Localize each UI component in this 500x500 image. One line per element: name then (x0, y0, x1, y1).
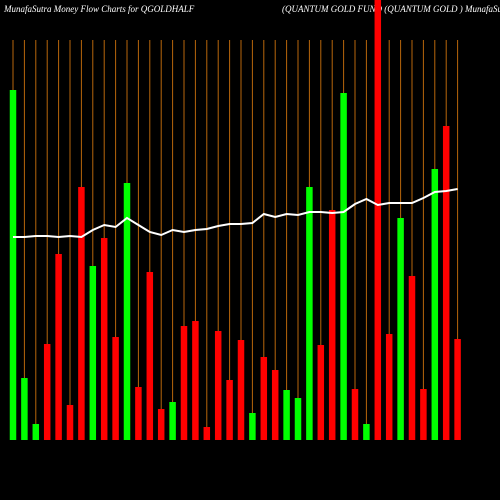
bar (66, 405, 74, 440)
bar (249, 413, 256, 440)
bar (271, 370, 279, 440)
chart-subtitle: (QUANTUM GOLD FUND (QUANTUM GOLD ) Munaf… (282, 4, 500, 14)
bar (317, 345, 325, 440)
bar (374, 0, 382, 440)
bar (351, 389, 359, 440)
bar (203, 427, 211, 440)
bar (226, 380, 233, 440)
bar (420, 389, 427, 440)
bar (123, 183, 131, 440)
bar (112, 337, 119, 440)
bar (237, 340, 245, 440)
bar (55, 254, 62, 440)
bar (294, 398, 302, 440)
bar (340, 93, 347, 440)
bar (169, 402, 176, 440)
bar (385, 334, 393, 440)
bar (328, 210, 336, 440)
money-flow-line (13, 188, 458, 239)
bar (78, 187, 85, 440)
bar (100, 238, 108, 440)
bar (363, 424, 370, 440)
bar (442, 126, 450, 440)
bar (431, 169, 439, 440)
bar (397, 218, 404, 440)
bar (180, 326, 188, 440)
bar (32, 424, 40, 440)
bar (89, 266, 97, 440)
bar (157, 409, 165, 440)
bar (9, 90, 17, 440)
bar (135, 387, 142, 440)
bar (283, 390, 290, 440)
bar (43, 344, 51, 440)
bar (260, 357, 268, 440)
bar (192, 321, 199, 440)
bar (306, 187, 313, 440)
bar (21, 378, 28, 440)
bar (408, 276, 416, 440)
chart-title: MunafaSutra Money Flow Charts for QGOLDH… (3, 4, 195, 14)
bar (214, 331, 222, 440)
bar (146, 272, 154, 440)
bar (454, 339, 461, 440)
